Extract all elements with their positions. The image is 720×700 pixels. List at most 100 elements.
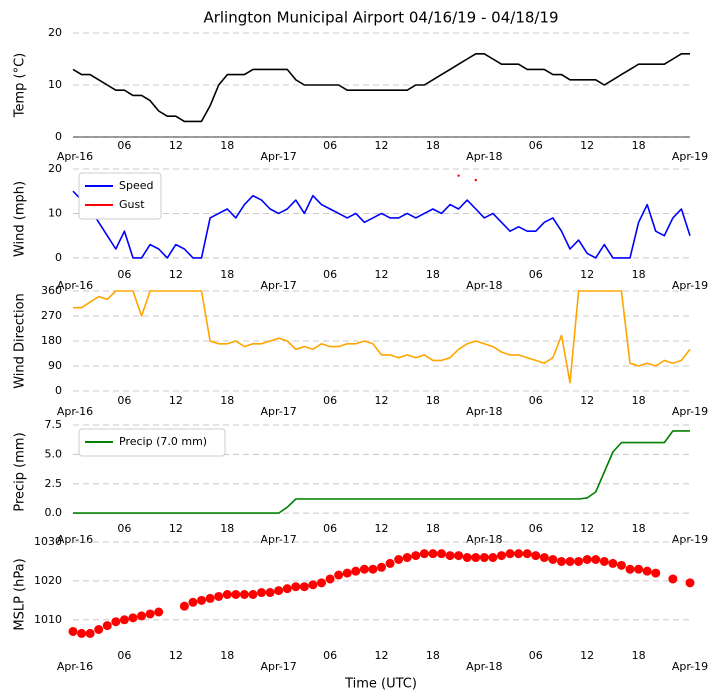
point (428, 549, 438, 559)
point (334, 570, 344, 580)
point (257, 588, 267, 598)
point (608, 558, 618, 568)
point (85, 628, 95, 638)
point (531, 551, 541, 561)
x-tick-label: 18 (426, 394, 440, 407)
y-tick-label: 20 (48, 162, 62, 175)
point (359, 564, 369, 574)
x-tick-label: 12 (169, 139, 183, 152)
x-tick-label: Apr-16 (57, 150, 93, 163)
point (179, 601, 189, 611)
x-tick-label: 06 (529, 268, 543, 281)
x-tick-label: Apr-16 (57, 533, 93, 546)
x-tick-label: Apr-16 (57, 405, 93, 418)
x-tick-label: 06 (323, 649, 337, 662)
x-tick-label: 18 (632, 268, 646, 281)
x-tick-label: 12 (580, 522, 594, 535)
y-axis-label: Wind Direction (13, 293, 28, 389)
x-tick-label: 06 (529, 394, 543, 407)
y-tick-label: 1030 (34, 535, 62, 548)
point (299, 582, 309, 592)
y-axis-label: Wind (mph) (13, 181, 28, 257)
point (514, 549, 524, 559)
point (205, 593, 215, 603)
x-tick-label: 06 (117, 268, 131, 281)
point (68, 626, 78, 636)
x-tick-label: 18 (220, 268, 234, 281)
y-tick-label: 7.5 (45, 418, 63, 431)
y-tick-label: 10 (48, 206, 62, 219)
x-tick-label: 12 (580, 394, 594, 407)
x-tick-label: 06 (323, 394, 337, 407)
point (556, 556, 566, 566)
point (582, 555, 592, 564)
y-tick-label: 90 (48, 359, 62, 372)
legend-label: Speed (119, 179, 153, 192)
y-tick-label: 270 (41, 309, 62, 322)
point (474, 178, 477, 182)
point (145, 609, 155, 619)
line (73, 290, 691, 384)
x-tick-label: 06 (117, 649, 131, 662)
x-tick-label: Apr-17 (261, 279, 297, 292)
x-tick-label: 18 (632, 522, 646, 535)
chart-title: Arlington Municipal Airport 04/16/19 - 0… (203, 9, 558, 27)
point (402, 553, 412, 563)
point (128, 613, 138, 623)
point (248, 590, 258, 599)
x-tick-label: Apr-16 (57, 279, 93, 292)
y-axis-label: Temp (°C) (13, 53, 28, 119)
x-tick-label: 18 (426, 139, 440, 152)
y-tick-label: 10 (48, 78, 62, 91)
x-tick-label: 12 (169, 522, 183, 535)
x-tick-label: 12 (375, 394, 389, 407)
x-tick-label: 18 (220, 649, 234, 662)
point (325, 574, 335, 584)
point (445, 551, 455, 561)
point (317, 578, 327, 588)
x-tick-label: 12 (375, 139, 389, 152)
y-tick-label: 1010 (34, 613, 62, 626)
point (119, 615, 129, 625)
x-tick-label: Apr-17 (261, 150, 297, 163)
y-tick-label: 360 (41, 284, 62, 297)
point (308, 580, 318, 590)
x-tick-label: Apr-17 (261, 660, 297, 673)
point (457, 174, 460, 177)
x-tick-label: 18 (426, 522, 440, 535)
x-tick-label: Apr-19 (672, 405, 708, 418)
x-tick-label: 18 (632, 394, 646, 407)
y-tick-label: 0 (55, 384, 62, 397)
x-tick-label: Apr-18 (466, 150, 502, 163)
x-tick-label: 06 (529, 522, 543, 535)
point (231, 590, 241, 599)
x-tick-label: 18 (632, 649, 646, 662)
point (574, 556, 584, 566)
x-tick-label: Apr-17 (261, 405, 297, 418)
point (591, 555, 601, 564)
point (214, 591, 224, 601)
x-tick-label: 18 (426, 268, 440, 281)
point (137, 611, 147, 621)
point (77, 628, 87, 638)
point (291, 582, 301, 592)
legend-box (78, 428, 226, 457)
x-tick-label: Apr-18 (466, 279, 502, 292)
x-tick-label: 06 (117, 522, 131, 535)
point (599, 556, 609, 566)
x-tick-label: Apr-18 (466, 660, 502, 673)
x-tick-label: Apr-16 (57, 660, 93, 673)
x-tick-label: 06 (323, 268, 337, 281)
point (548, 555, 558, 564)
point (419, 549, 429, 559)
point (454, 551, 464, 561)
point (197, 595, 207, 605)
x-tick-label: 18 (426, 649, 440, 662)
y-tick-label: 20 (48, 26, 62, 39)
x-tick-label: 06 (117, 394, 131, 407)
point (239, 590, 249, 599)
x-tick-label: 12 (169, 649, 183, 662)
x-tick-label: Apr-19 (672, 533, 708, 546)
line (72, 53, 690, 123)
y-tick-label: 2.5 (45, 477, 63, 490)
